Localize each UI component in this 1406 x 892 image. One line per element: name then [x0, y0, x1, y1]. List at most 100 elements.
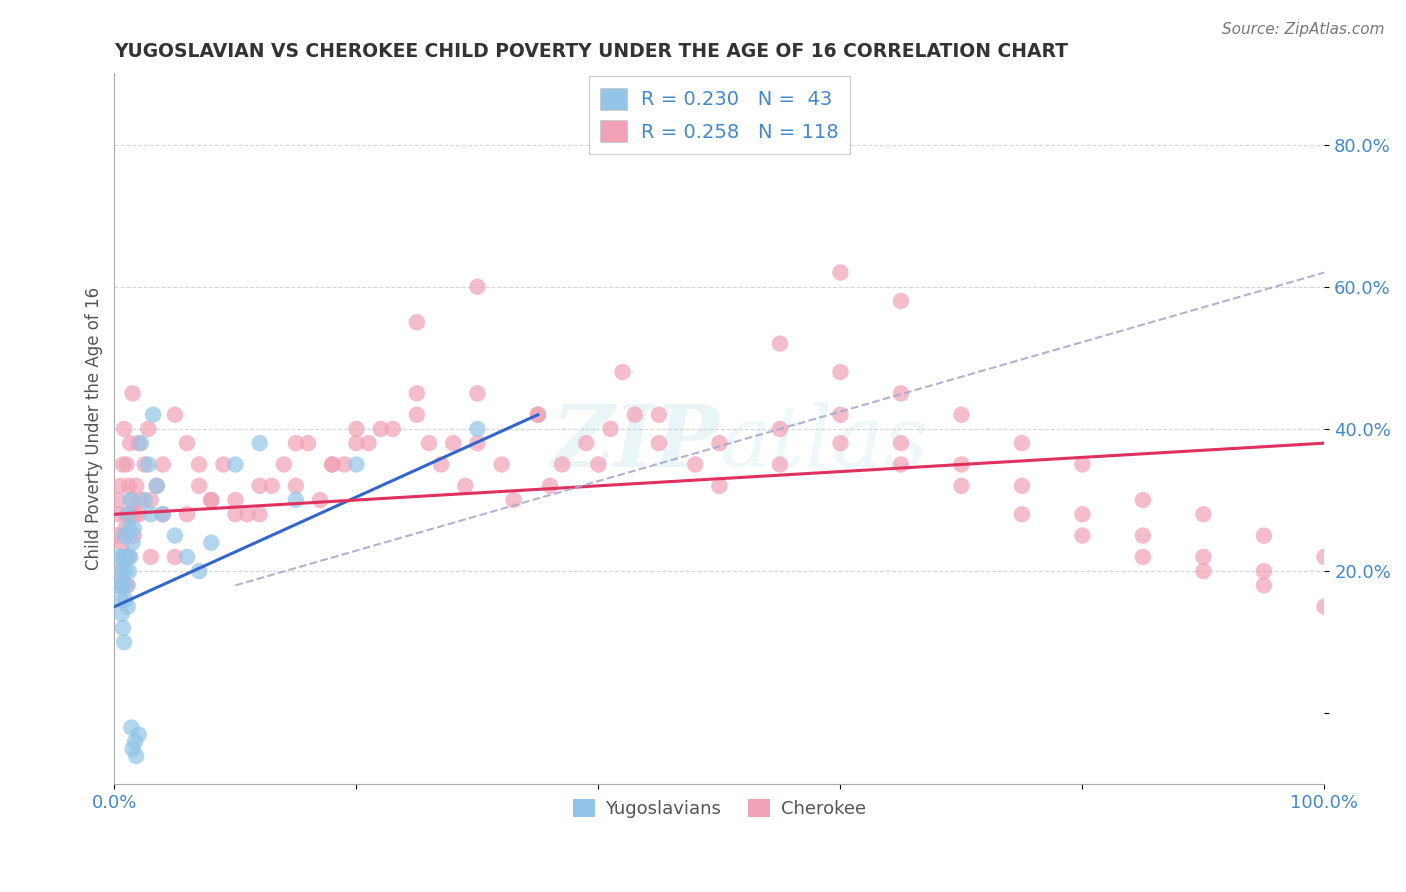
Point: [575, 436, 598, 450]
Point: [111, 549, 134, 564]
Point: [188, 564, 211, 578]
Point: [200, 493, 222, 508]
Point: [830, 266, 852, 280]
Point: [139, 508, 162, 522]
Point: [114, 521, 136, 535]
Point: [139, 549, 162, 564]
Point: [152, 458, 174, 472]
Point: [769, 458, 792, 472]
Point: [188, 458, 211, 472]
Point: [406, 386, 429, 401]
Point: [950, 458, 973, 472]
Point: [112, 635, 135, 649]
Point: [125, 749, 148, 764]
Y-axis label: Child Poverty Under the Age of 16: Child Poverty Under the Age of 16: [86, 287, 103, 571]
Point: [115, 508, 138, 522]
Point: [111, 607, 134, 621]
Point: [1253, 564, 1275, 578]
Point: [124, 508, 146, 522]
Point: [709, 479, 731, 493]
Point: [122, 521, 145, 535]
Point: [890, 293, 912, 308]
Point: [115, 458, 138, 472]
Point: [117, 508, 139, 522]
Point: [120, 493, 142, 508]
Point: [121, 493, 143, 508]
Point: [467, 436, 489, 450]
Text: atlas: atlas: [720, 401, 928, 484]
Point: [1253, 528, 1275, 542]
Point: [114, 564, 136, 578]
Point: [115, 578, 138, 592]
Point: [1192, 508, 1215, 522]
Point: [418, 436, 440, 450]
Point: [249, 436, 271, 450]
Point: [112, 528, 135, 542]
Point: [212, 458, 235, 472]
Point: [111, 458, 134, 472]
Point: [110, 564, 132, 578]
Point: [1011, 508, 1033, 522]
Point: [117, 578, 139, 592]
Point: [648, 436, 671, 450]
Point: [120, 508, 142, 522]
Point: [142, 408, 165, 422]
Point: [769, 422, 792, 436]
Point: [163, 408, 186, 422]
Point: [145, 479, 167, 493]
Text: Source: ZipAtlas.com: Source: ZipAtlas.com: [1222, 22, 1385, 37]
Point: [124, 735, 146, 749]
Point: [538, 479, 561, 493]
Point: [224, 508, 246, 522]
Point: [107, 578, 129, 592]
Point: [200, 493, 222, 508]
Point: [1192, 549, 1215, 564]
Point: [284, 436, 307, 450]
Point: [950, 408, 973, 422]
Point: [321, 458, 343, 472]
Point: [1192, 564, 1215, 578]
Point: [111, 578, 134, 592]
Point: [467, 386, 489, 401]
Point: [830, 408, 852, 422]
Point: [1313, 549, 1336, 564]
Point: [108, 549, 131, 564]
Point: [117, 599, 139, 614]
Point: [370, 422, 392, 436]
Point: [249, 508, 271, 522]
Point: [121, 386, 143, 401]
Point: [381, 422, 404, 436]
Point: [152, 508, 174, 522]
Point: [599, 422, 621, 436]
Point: [321, 458, 343, 472]
Point: [502, 493, 524, 508]
Point: [527, 408, 550, 422]
Point: [112, 549, 135, 564]
Point: [344, 458, 367, 472]
Point: [297, 436, 319, 450]
Point: [110, 592, 132, 607]
Point: [125, 479, 148, 493]
Point: [284, 493, 307, 508]
Point: [176, 508, 198, 522]
Point: [333, 458, 356, 472]
Point: [118, 549, 141, 564]
Point: [1071, 508, 1094, 522]
Point: [120, 436, 142, 450]
Point: [134, 493, 156, 508]
Point: [152, 508, 174, 522]
Text: YUGOSLAVIAN VS CHEROKEE CHILD POVERTY UNDER THE AGE OF 16 CORRELATION CHART: YUGOSLAVIAN VS CHEROKEE CHILD POVERTY UN…: [114, 42, 1069, 61]
Point: [1132, 493, 1154, 508]
Point: [118, 479, 141, 493]
Point: [224, 458, 246, 472]
Point: [588, 458, 610, 472]
Point: [1011, 479, 1033, 493]
Point: [623, 408, 645, 422]
Point: [1132, 528, 1154, 542]
Point: [769, 336, 792, 351]
Point: [129, 493, 152, 508]
Point: [128, 728, 150, 742]
Point: [136, 458, 159, 472]
Point: [110, 564, 132, 578]
Point: [1071, 458, 1094, 472]
